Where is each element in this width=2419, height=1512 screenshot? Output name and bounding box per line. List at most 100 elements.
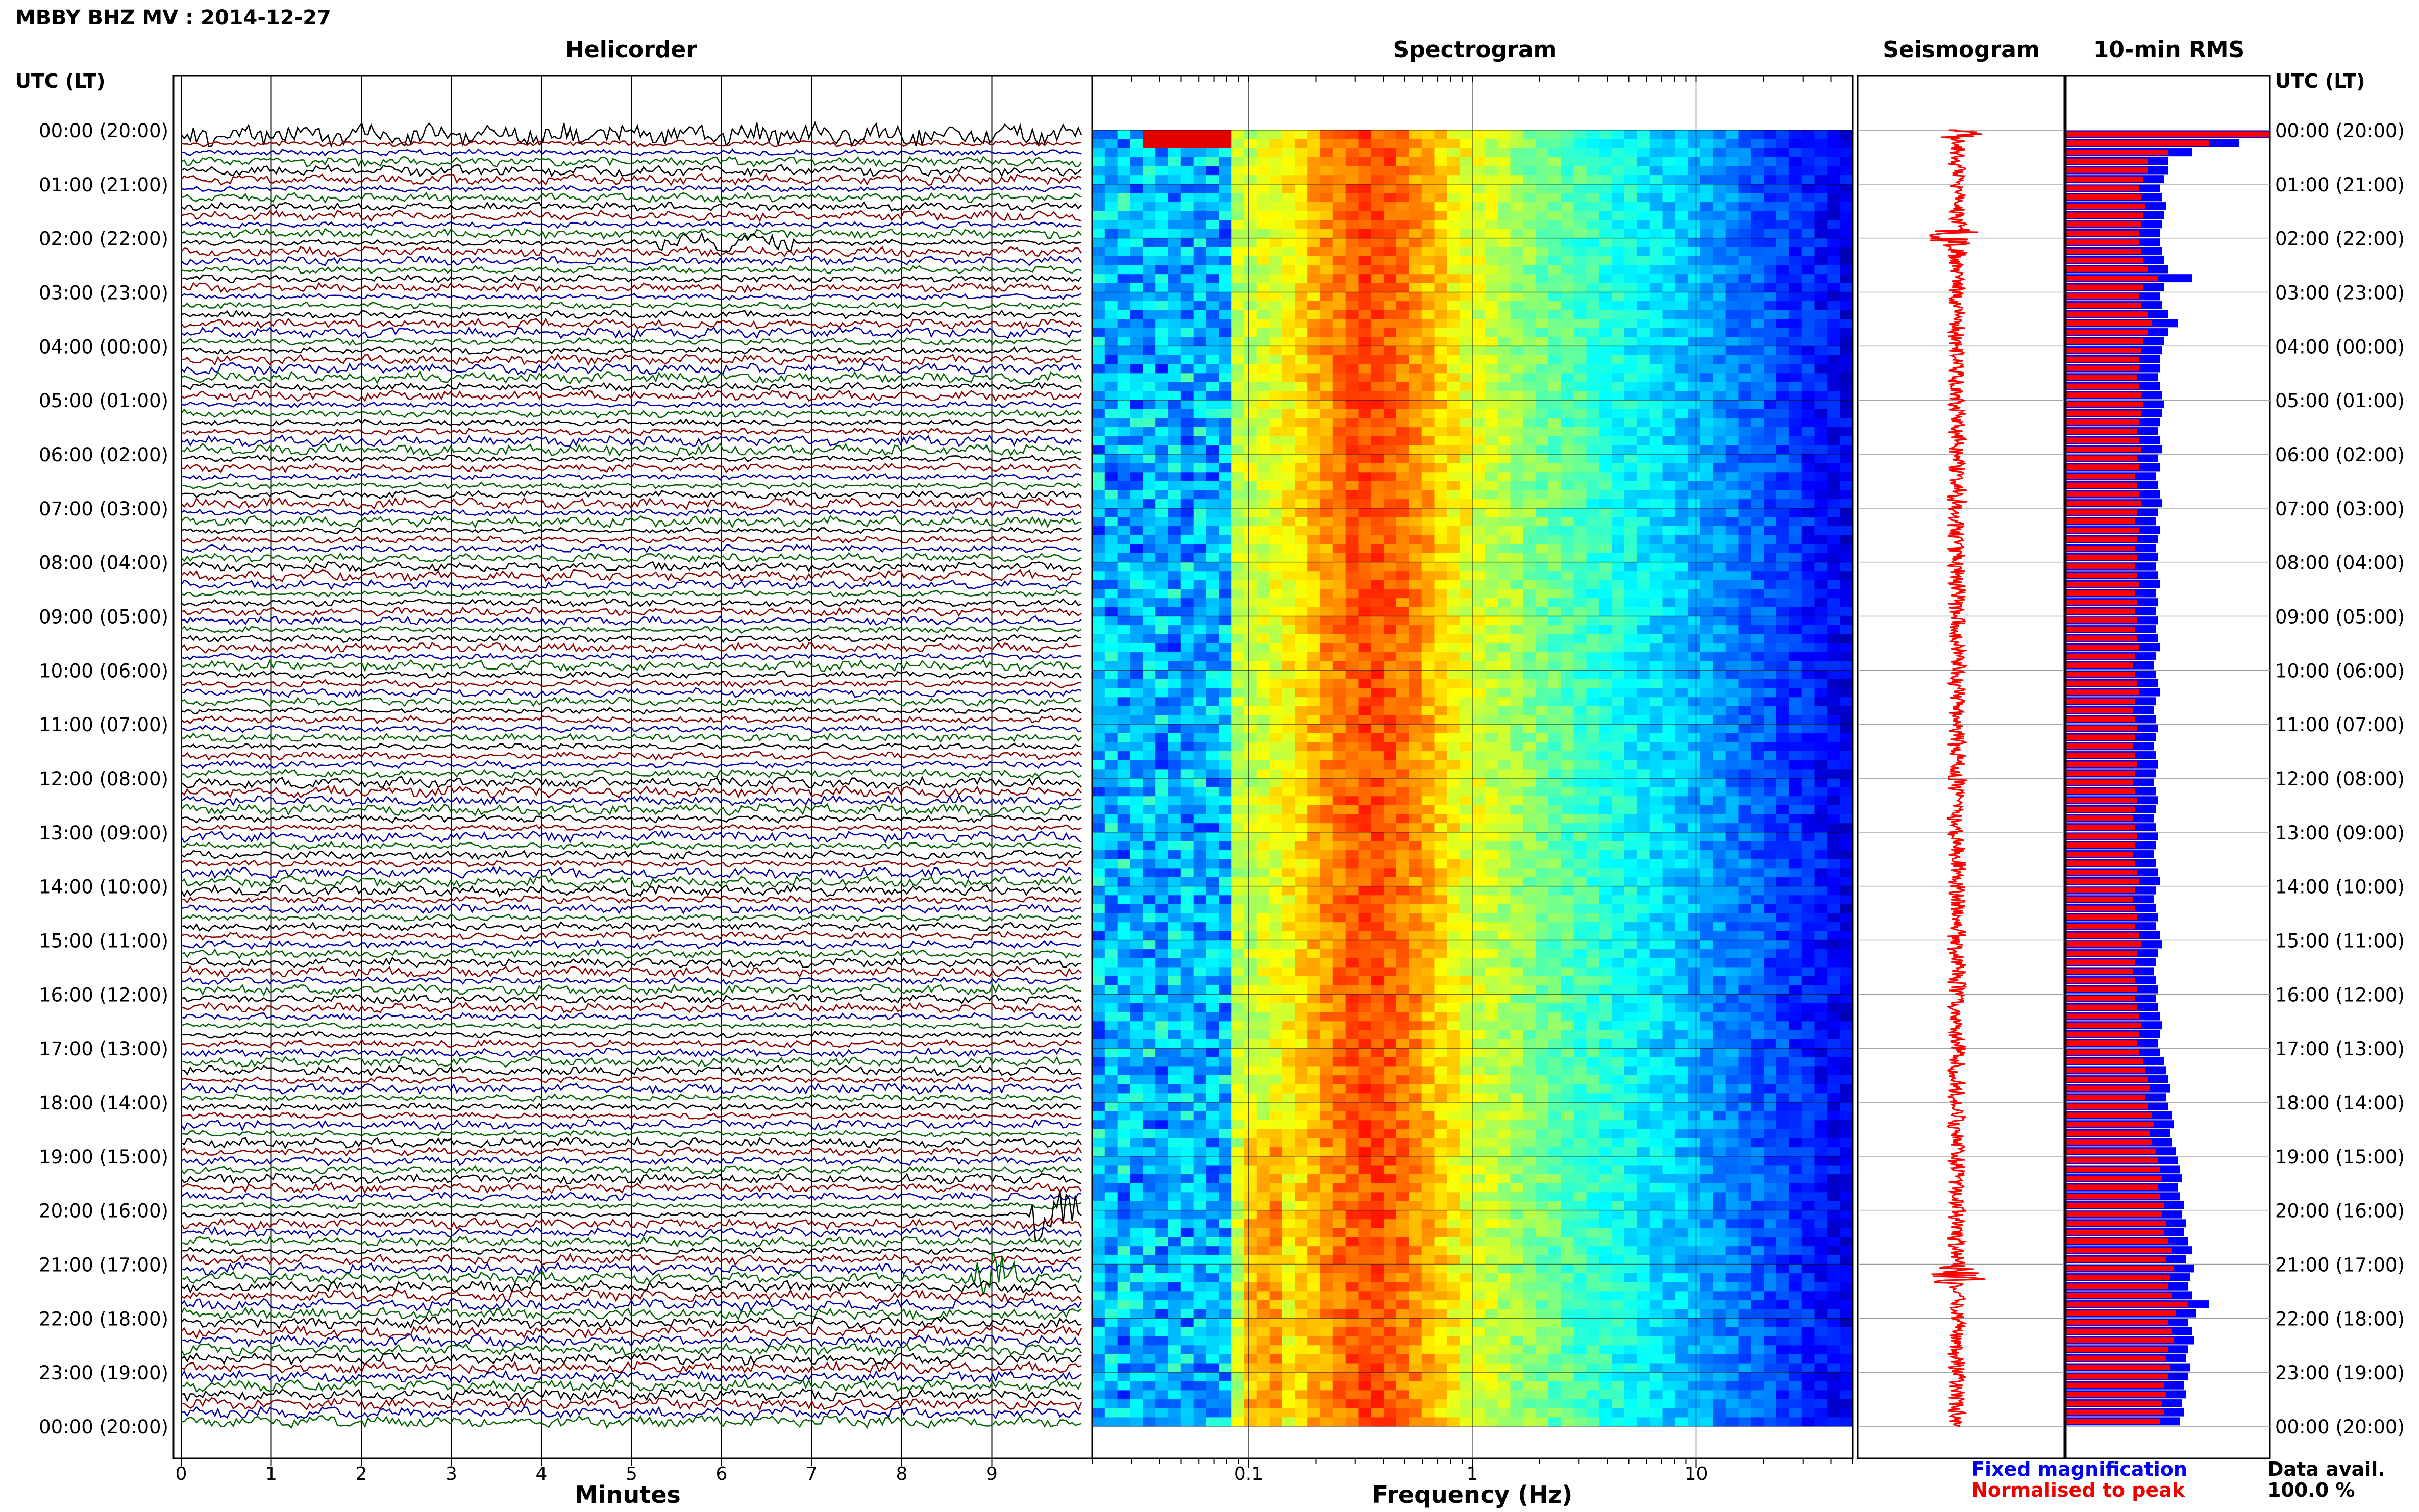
spectrogram-cell [1827,247,1840,257]
spectrogram-cell [1675,382,1688,391]
spectrogram-cell [1358,607,1371,616]
spectrogram-cell [1485,409,1498,418]
spectrogram-cell [1117,490,1131,500]
spectrogram-cell [1586,544,1599,554]
spectrogram-cell [1840,472,1853,482]
spectrogram-cell [1675,391,1688,401]
spectrogram-cell [1700,805,1714,814]
spectrogram-cell [1675,283,1688,292]
spectrogram-cell [1599,211,1612,220]
spectrogram-cell [1193,526,1207,536]
spectrogram-cell [1649,229,1663,239]
spectrogram-cell [1269,400,1283,410]
spectrogram-cell [1307,454,1321,464]
spectrogram-cell [1764,265,1777,275]
spectrogram-cell [1269,265,1283,275]
spectrogram-cell [1840,589,1853,599]
spectrogram-cell [1586,238,1599,247]
spectrogram-cell [1143,454,1156,464]
spectrogram-cell [1256,760,1270,770]
spectrogram-cell [1523,283,1536,292]
spectrogram-cell [1434,238,1447,247]
spectrogram-cell [1434,166,1447,176]
spectrogram-cell [1117,211,1131,220]
spectrogram-cell [1725,148,1739,158]
spectrogram-cell [1447,265,1460,275]
spectrogram-cell [1497,382,1511,391]
spectrogram-cell [1219,301,1232,311]
spectrogram-cell [1231,778,1245,788]
spectrogram-cell [1624,427,1638,437]
spectrogram-cell [1092,787,1105,797]
spectrogram-cell [1814,832,1828,841]
spectrogram-cell [1231,193,1245,203]
spectrogram-cell [1789,688,1803,698]
spectrogram-cell [1789,337,1803,346]
spectrogram-cell [1751,445,1764,455]
spectrogram-cell [1295,274,1308,284]
spectrogram-cell [1332,193,1346,203]
spectrogram-cell [1814,463,1828,473]
spectrogram-cell [1307,607,1321,616]
spectrogram-cell [1713,454,1726,464]
spectrogram-cell [1447,274,1460,284]
spectrogram-cell [1751,337,1764,346]
spectrogram-cell [1725,616,1739,626]
spectrogram-cell [1206,823,1219,833]
spectrogram-cell [1548,463,1562,473]
spectrogram-cell [1599,337,1612,346]
spectrogram-cell [1662,544,1675,554]
spectrogram-cell [1725,742,1739,752]
spectrogram-cell [1332,823,1346,833]
spectrogram-cell [1599,238,1612,247]
spectrogram-cell [1840,751,1853,761]
spectrogram-cell [1371,373,1384,383]
spectrogram-cell [1219,265,1232,275]
spectrogram-cell [1649,148,1663,158]
spectrogram-cell [1371,697,1384,707]
spectrogram-cell [1764,733,1777,742]
spectrogram-cell [1548,571,1562,581]
spectrogram-cell [1497,139,1511,148]
spectrogram-cell [1269,418,1283,428]
helicorder-trace [181,434,1082,448]
spectrogram-cell [1219,130,1232,140]
spectrogram-cell [1573,292,1587,302]
spectrogram-cell [1801,184,1815,193]
spectrogram-cell [1814,418,1828,428]
spectrogram-cell [1409,328,1422,338]
spectrogram-cell [1295,418,1308,428]
spectrogram-cell [1256,184,1270,193]
spectrogram-cell [1282,742,1295,752]
spectrogram-cell [1307,724,1321,734]
spectrogram-cell [1713,238,1726,247]
spectrogram-cell [1282,607,1295,616]
spectrogram-cell [1548,418,1562,428]
spectrogram-cell [1472,157,1486,166]
spectrogram-cell [1700,148,1714,158]
spectrogram-cell [1548,778,1562,788]
spectrogram-cell [1231,760,1245,770]
spectrogram-cell [1801,526,1815,536]
spectrogram-cell [1713,382,1726,391]
spectrogram-cell [1117,715,1131,725]
spectrogram-cell [1206,733,1219,742]
spectrogram-cell [1472,535,1486,544]
spectrogram-cell [1409,211,1422,220]
spectrogram-cell [1168,409,1181,418]
spectrogram-cell [1510,301,1523,311]
spectrogram-cell [1143,787,1156,797]
spectrogram-cell [1573,490,1587,500]
spectrogram-cell [1358,589,1371,599]
spectrogram-cell [1814,679,1828,689]
spectrogram-cell [1472,490,1486,500]
spectrogram-cell [1573,580,1587,589]
spectrogram-cell [1776,562,1790,572]
spectrogram-cell [1434,553,1447,563]
spectrogram-cell [1523,499,1536,509]
spectrogram-cell [1193,499,1207,509]
spectrogram-cell [1155,157,1169,166]
spectrogram-cell [1789,256,1803,265]
helicorder-trace [181,658,1082,672]
spectrogram-cell [1637,841,1650,851]
